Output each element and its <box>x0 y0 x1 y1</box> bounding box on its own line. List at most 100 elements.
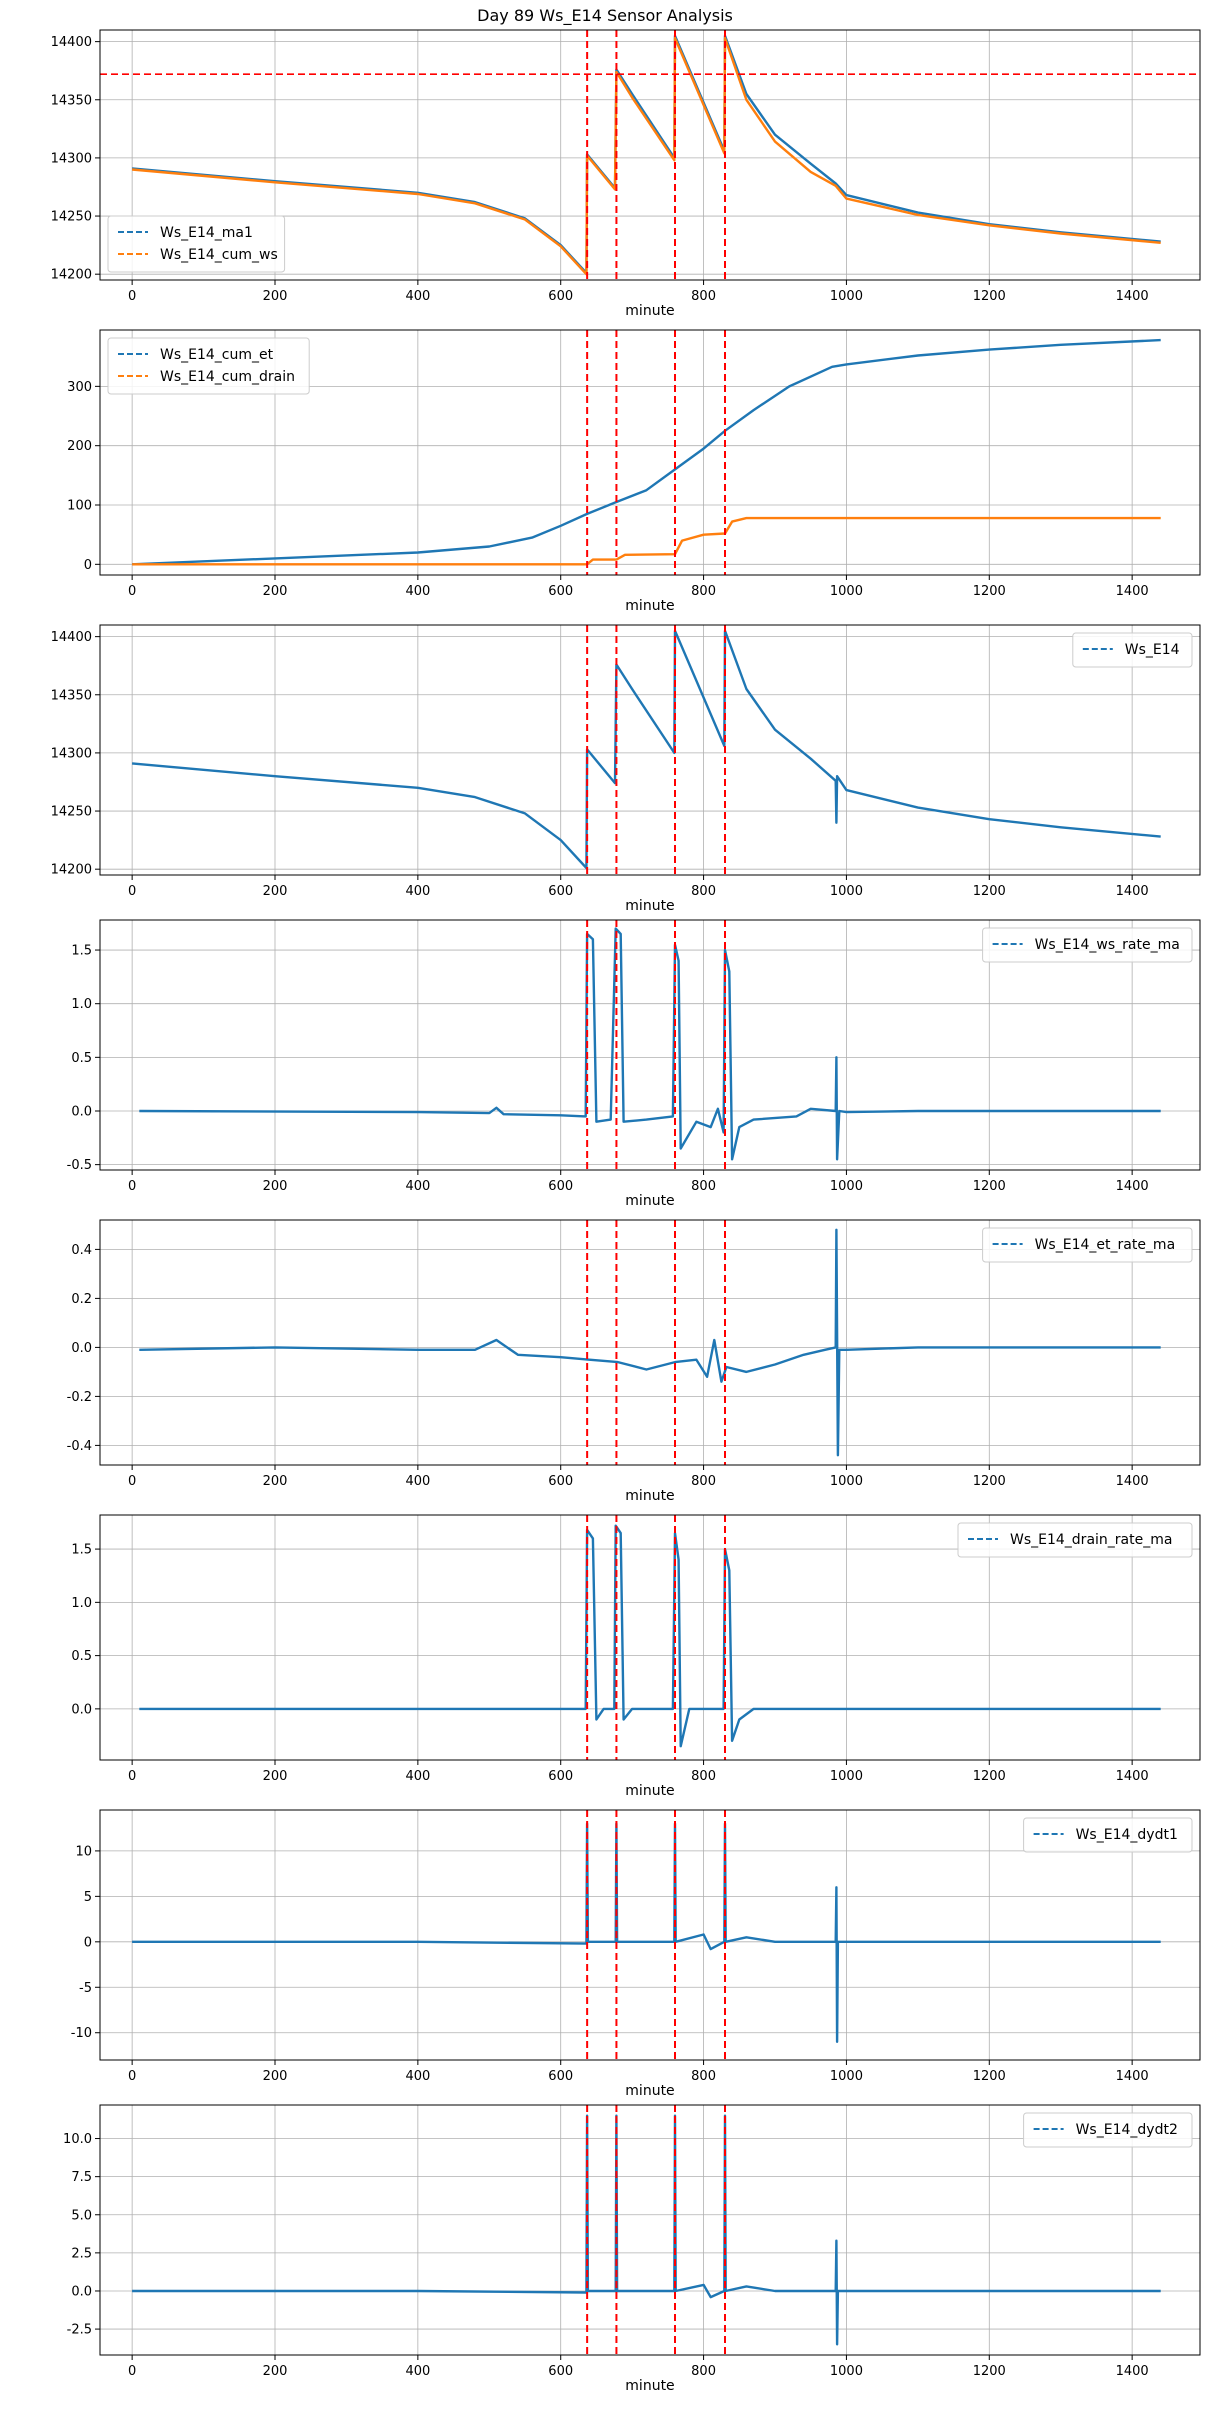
y-tick-label: -10 <box>71 2026 92 2041</box>
axes-frame <box>99 2104 1201 2356</box>
series-line <box>139 1524 1161 1748</box>
x-tick-label: 800 <box>691 584 716 599</box>
legend-box <box>982 927 1193 963</box>
series-line <box>131 629 1161 870</box>
x-tick-label: 1200 <box>973 2364 1006 2379</box>
y-tick-label: 1.5 <box>71 944 92 959</box>
x-tick-label: 0 <box>128 1769 136 1784</box>
x-tick-label: 600 <box>548 1474 573 1489</box>
figure-title: Day 89 Ws_E14 Sensor Analysis <box>477 6 733 26</box>
x-axis-label: minute <box>625 898 674 914</box>
x-tick-label: 800 <box>691 1769 716 1784</box>
x-tick-label: 200 <box>263 289 288 304</box>
x-tick-label: 800 <box>691 2069 716 2084</box>
x-tick-label: 1000 <box>830 884 863 899</box>
legend-label: Ws_E14_dydt2 <box>1076 2122 1178 2138</box>
y-tick-label: 0.5 <box>71 1649 92 1664</box>
subplot-8: 0 200 400 600 800 1000 1200 1400 -2.5 0.0 2.5 5.0 7.… <box>63 2104 1201 2394</box>
x-tick-label: 0 <box>128 584 136 599</box>
legend-box <box>107 215 286 273</box>
legend-box <box>1023 2112 1193 2148</box>
x-tick-label: 200 <box>263 1474 288 1489</box>
plot-area <box>132 1810 1161 2060</box>
x-tick-label: 1200 <box>973 289 1006 304</box>
x-tick-label: 400 <box>405 584 430 599</box>
y-tick-label: 1.5 <box>71 1543 92 1558</box>
x-tick-label: 1400 <box>1116 1769 1149 1784</box>
y-tick-label: -5 <box>79 1981 92 1996</box>
x-tick-label: 1400 <box>1116 2069 1149 2084</box>
x-tick-label: 600 <box>548 1179 573 1194</box>
x-tick-label: 1400 <box>1116 289 1149 304</box>
x-tick-label: 200 <box>263 2069 288 2084</box>
legend: Ws_E14_dydt1 <box>1023 1817 1193 1853</box>
y-tick-label: 10 <box>75 1844 92 1859</box>
x-tick-label: 600 <box>548 2364 573 2379</box>
x-tick-label: 800 <box>691 1474 716 1489</box>
y-tick-label: 0.0 <box>71 1702 92 1717</box>
subplot-5: 0 200 400 600 800 1000 1200 1400 -0.4 -0.2 0.0 0.2 0… <box>67 1219 1201 1504</box>
x-tick-label: 200 <box>263 1179 288 1194</box>
x-axis-label: minute <box>625 1783 674 1799</box>
legend: Ws_E14_drain_rate_ma <box>957 1522 1193 1558</box>
legend-label: Ws_E14_cum_ws <box>160 247 278 263</box>
x-tick-label: 600 <box>548 289 573 304</box>
x-tick-label: 1200 <box>973 884 1006 899</box>
y-tick-label: 0.5 <box>71 1051 92 1066</box>
x-tick-label: 400 <box>405 289 430 304</box>
x-tick-label: 1000 <box>830 1474 863 1489</box>
legend-box <box>982 1227 1193 1263</box>
y-tick-label: 0.0 <box>71 1104 92 1119</box>
x-tick-label: 200 <box>263 1769 288 1784</box>
y-tick-label: 5 <box>84 1890 92 1905</box>
plot-area <box>132 330 1161 575</box>
legend-label: Ws_E14_cum_drain <box>160 369 295 385</box>
x-tick-label: 800 <box>691 2364 716 2379</box>
x-tick-label: 1400 <box>1116 2364 1149 2379</box>
x-tick-label: 400 <box>405 2069 430 2084</box>
x-tick-label: 1400 <box>1116 1179 1149 1194</box>
axes-frame <box>99 919 1201 1171</box>
y-tick-label: 14400 <box>51 630 92 645</box>
x-tick-label: 600 <box>548 2069 573 2084</box>
y-tick-label: 10.0 <box>63 2132 92 2147</box>
x-axis-label: minute <box>625 2378 674 2394</box>
x-tick-label: 1000 <box>830 289 863 304</box>
x-tick-label: 400 <box>405 1179 430 1194</box>
plot-area <box>139 920 1161 1170</box>
y-tick-label: 0 <box>84 558 92 573</box>
y-tick-label: 14300 <box>51 746 92 761</box>
x-tick-label: 600 <box>548 584 573 599</box>
y-tick-label: 0 <box>84 1935 92 1950</box>
x-axis-label: minute <box>625 598 674 614</box>
legend: Ws_E14_ma1 Ws_E14_cum_ws <box>107 215 286 273</box>
plot-area <box>132 2105 1161 2355</box>
legend-label: Ws_E14_ws_rate_ma <box>1035 937 1180 953</box>
legend-label: Ws_E14_dydt1 <box>1076 1827 1178 1843</box>
y-tick-label: -0.5 <box>67 1158 92 1173</box>
y-tick-label: -0.2 <box>67 1390 92 1405</box>
axes-frame <box>99 624 1201 876</box>
axes-frame <box>99 1514 1201 1761</box>
x-tick-label: 1000 <box>830 584 863 599</box>
y-tick-label: 14250 <box>51 210 92 225</box>
x-tick-label: 400 <box>405 1769 430 1784</box>
axes-frame <box>99 1219 1201 1466</box>
x-tick-label: 1400 <box>1116 584 1149 599</box>
y-tick-label: 0.4 <box>71 1243 92 1258</box>
x-tick-label: 600 <box>548 1769 573 1784</box>
x-tick-label: 600 <box>548 884 573 899</box>
series-line <box>132 516 1161 566</box>
axes-frame <box>99 29 1201 281</box>
x-tick-label: 800 <box>691 884 716 899</box>
y-tick-label: 14250 <box>51 805 92 820</box>
x-tick-label: 800 <box>691 1179 716 1194</box>
x-tick-label: 200 <box>263 884 288 899</box>
legend-box <box>1072 632 1193 668</box>
legend-box <box>107 337 310 395</box>
x-tick-label: 200 <box>263 2364 288 2379</box>
x-tick-label: 1200 <box>973 1179 1006 1194</box>
legend-box <box>1023 1817 1193 1853</box>
x-tick-label: 400 <box>405 884 430 899</box>
